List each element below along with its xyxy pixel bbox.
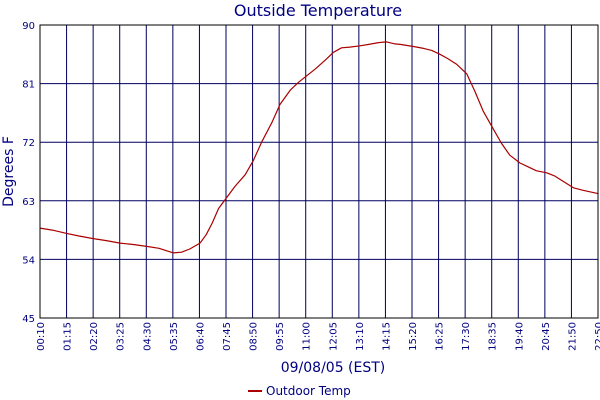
x-tick-label: 04:30 [142,322,153,351]
x-tick-label: 06:40 [195,322,206,351]
x-tick-label: 19:40 [514,322,525,351]
legend-label-outdoor-temp: Outdoor Temp [266,384,351,398]
legend: Outdoor Temp [248,384,351,398]
x-tick-label: 18:35 [488,322,499,351]
series-layer [39,41,599,254]
x-tick-label: 22:50 [594,322,600,351]
y-axis-ticks: 45 54 63 72 81 90 [22,21,35,325]
y-tick-label: 54 [22,255,35,266]
x-tick-label: 02:20 [89,322,100,351]
x-tick-label: 03:25 [116,322,127,351]
x-tick-label: 13:10 [355,322,366,351]
y-tick-label: 72 [22,138,35,149]
x-tick-label: 11:00 [302,322,313,351]
y-tick-label: 90 [22,21,35,32]
x-tick-label: 16:25 [435,322,446,351]
x-tick-label: 05:35 [169,322,180,351]
x-tick-label: 07:45 [222,322,233,351]
x-tick-label: 12:05 [328,322,339,351]
y-tick-label: 45 [22,314,35,325]
x-tick-label: 00:10 [36,322,47,351]
x-axis-ticks: 00:10 01:15 02:20 03:25 04:30 05:35 06:40 07:45… [36,322,600,351]
x-tick-label: 14:15 [381,322,392,351]
plot-frame [39,24,599,319]
x-axis-label: 09/08/05 (EST) [281,360,386,376]
y-tick-label: 81 [22,80,35,91]
x-tick-label: 15:20 [408,322,419,351]
x-tick-label: 09:55 [275,322,286,351]
x-tick-label: 08:50 [249,322,260,351]
series-line-outdoor-temp [39,41,599,254]
x-tick-label: 20:45 [541,322,552,351]
y-tick-label: 63 [22,197,35,208]
chart-title: Outside Temperature [234,1,402,20]
x-tick-label: 21:50 [567,322,578,351]
x-tick-label: 01:15 [63,322,74,351]
y-axis-label: Degrees F [1,136,17,207]
plot-area [40,25,598,318]
x-tick-label: 17:30 [461,322,472,351]
